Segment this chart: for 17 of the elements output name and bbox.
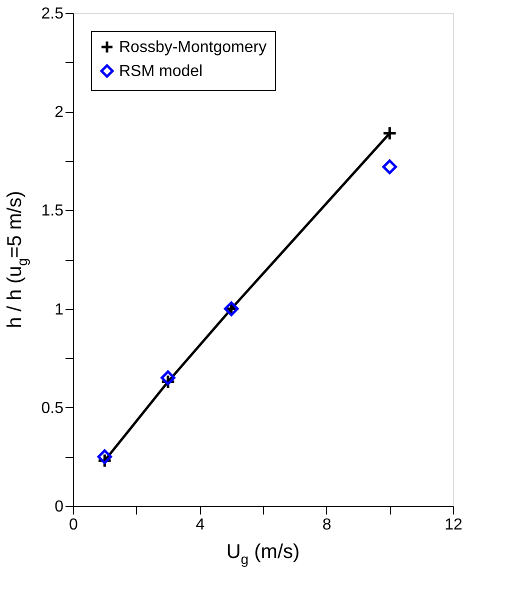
y-tick-label: 1.5	[41, 202, 64, 220]
legend-label: Rossby-Montgomery	[119, 39, 267, 56]
x-tick-label: 4	[196, 516, 205, 534]
y-tick-label: 0.5	[41, 400, 64, 417]
point	[97, 449, 112, 464]
y-tick-label: 1	[54, 301, 64, 318]
point	[382, 159, 398, 174]
legend-label: RSM model	[119, 63, 203, 80]
point	[382, 126, 398, 141]
x-tick-label: 8	[322, 516, 332, 534]
point	[160, 370, 176, 386]
x-tick-label: 0	[69, 516, 78, 534]
y-tick-label: 2	[54, 104, 64, 122]
x-tick-label: 12	[444, 516, 462, 534]
y-tick-label: 2.5	[41, 6, 64, 22]
y-axis-title: h / h (ug=5 m/s)	[4, 190, 30, 328]
y-tick-label: 0	[54, 498, 64, 516]
